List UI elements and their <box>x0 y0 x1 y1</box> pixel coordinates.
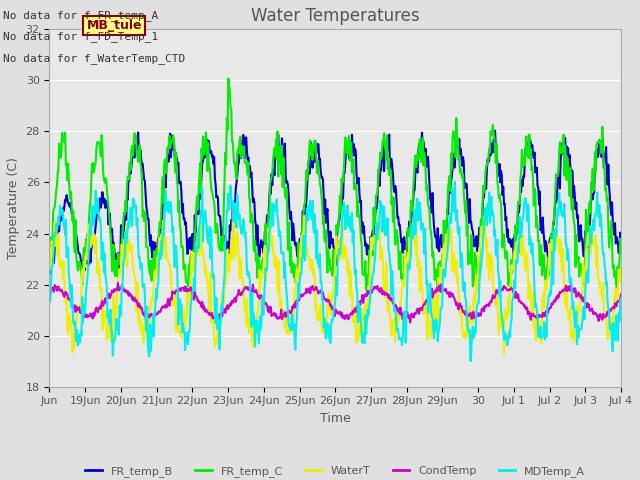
CondTemp <box>406 320 414 325</box>
CondTemp <box>45 287 53 293</box>
FR_temp_C <box>427 228 435 234</box>
Line: FR_temp_B: FR_temp_B <box>49 131 621 273</box>
MDTemp_A <box>467 358 474 364</box>
FR_temp_B <box>218 226 226 232</box>
FR_temp_B <box>268 182 276 188</box>
Line: CondTemp: CondTemp <box>49 283 621 323</box>
CondTemp <box>428 286 436 291</box>
MDTemp_A <box>218 303 225 309</box>
MDTemp_A <box>268 208 275 214</box>
FR_temp_B <box>492 128 499 133</box>
X-axis label: Time: Time <box>320 412 351 425</box>
FR_temp_B <box>395 222 403 228</box>
Legend: FR_temp_B, FR_temp_C, WaterT, CondTemp, MDTemp_A: FR_temp_B, FR_temp_C, WaterT, CondTemp, … <box>81 462 590 480</box>
CondTemp <box>114 280 122 286</box>
MDTemp_A <box>617 295 625 301</box>
FR_temp_B <box>46 270 54 276</box>
MDTemp_A <box>426 281 434 287</box>
WaterT <box>247 329 255 335</box>
WaterT <box>268 233 276 239</box>
Text: No data for f_WaterTemp_CTD: No data for f_WaterTemp_CTD <box>3 53 186 64</box>
FR_temp_C <box>268 171 276 177</box>
MDTemp_A <box>246 277 253 283</box>
FR_temp_C <box>113 268 120 274</box>
MDTemp_A <box>451 179 459 185</box>
FR_temp_B <box>45 268 53 274</box>
MDTemp_A <box>113 316 120 322</box>
Y-axis label: Temperature (C): Temperature (C) <box>7 157 20 259</box>
WaterT <box>500 351 508 357</box>
WaterT <box>427 335 435 340</box>
FR_temp_C <box>218 234 225 240</box>
MDTemp_A <box>394 326 402 332</box>
FR_temp_C <box>225 76 232 82</box>
FR_temp_C <box>395 266 403 272</box>
FR_temp_B <box>617 240 625 246</box>
WaterT <box>617 264 625 270</box>
FR_temp_C <box>247 219 255 225</box>
CondTemp <box>218 313 226 319</box>
Line: MDTemp_A: MDTemp_A <box>49 182 621 361</box>
WaterT <box>230 213 237 218</box>
Title: Water Temperatures: Water Temperatures <box>251 7 420 25</box>
Text: No data for f_FD_Temp_1: No data for f_FD_Temp_1 <box>3 31 159 42</box>
CondTemp <box>395 306 403 312</box>
FR_temp_C <box>617 250 625 255</box>
Text: MB_tule: MB_tule <box>86 19 142 32</box>
FR_temp_C <box>45 249 53 255</box>
CondTemp <box>247 287 255 293</box>
CondTemp <box>113 287 120 292</box>
Line: WaterT: WaterT <box>49 216 621 354</box>
CondTemp <box>617 292 625 298</box>
Line: FR_temp_C: FR_temp_C <box>49 79 621 293</box>
FR_temp_B <box>113 254 121 260</box>
WaterT <box>395 318 403 324</box>
WaterT <box>218 301 225 307</box>
Text: No data for f_FR_temp_A: No data for f_FR_temp_A <box>3 10 159 21</box>
MDTemp_A <box>45 295 53 300</box>
WaterT <box>45 264 53 269</box>
FR_temp_B <box>247 174 255 180</box>
FR_temp_B <box>427 199 435 204</box>
CondTemp <box>268 312 276 318</box>
WaterT <box>113 300 120 306</box>
FR_temp_C <box>434 290 442 296</box>
